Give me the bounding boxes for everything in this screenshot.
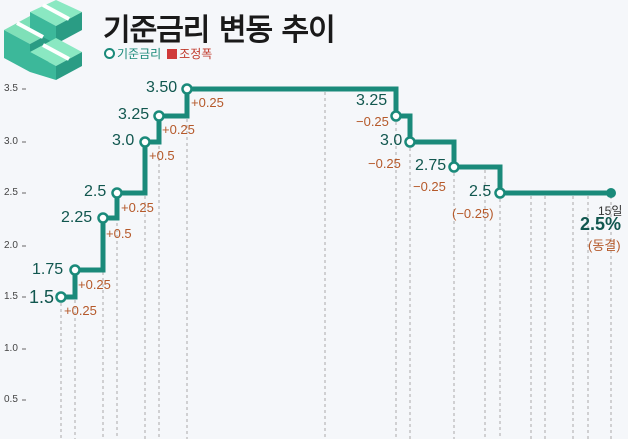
value-label: 2.75 <box>415 157 447 174</box>
value-label: 3.0 <box>112 132 135 149</box>
y-tick: 1.5 <box>4 291 18 302</box>
legend-item-rate: 기준금리 <box>104 45 161 62</box>
money-stack-icon <box>4 0 82 80</box>
circle-marker-icon <box>104 48 115 59</box>
value-label: 1.5 <box>29 287 55 307</box>
data-point-markers <box>55 83 506 303</box>
change-label: +0.25 <box>121 200 154 215</box>
legend-label-change: 조정폭 <box>179 47 213 61</box>
value-label: 3.25 <box>118 106 150 123</box>
rate-step-line <box>61 86 611 300</box>
frozen-status-label: (동결) <box>588 238 621 253</box>
change-label: +0.25 <box>162 122 195 137</box>
y-tick: 2.5 <box>4 187 18 198</box>
value-label: 3.0 <box>380 132 403 149</box>
chart-title: 기준금리 변동 추이 <box>103 13 336 48</box>
y-tick: 1.0 <box>4 343 18 354</box>
final-rate-label: 2.5% <box>580 214 622 234</box>
value-label: 3.25 <box>356 92 388 109</box>
change-label: +0.25 <box>64 303 97 318</box>
value-label: 2.5 <box>469 183 492 200</box>
value-label: 2.5 <box>84 183 107 200</box>
legend-item-change: 조정폭 <box>167 45 212 62</box>
legend-label-rate: 기준금리 <box>117 47 162 61</box>
change-label: −0.25 <box>368 156 401 171</box>
y-tick: 2.0 <box>4 240 18 251</box>
y-tick: 3.0 <box>4 136 18 147</box>
change-label: +0.25 <box>191 95 224 110</box>
change-label: +0.5 <box>149 148 175 163</box>
value-label: 3.50 <box>146 79 178 96</box>
legend: 기준금리 조정폭 <box>104 45 212 62</box>
change-label: −0.25 <box>413 179 446 194</box>
change-label: +0.5 <box>106 226 132 241</box>
change-label: −0.25 <box>356 114 389 129</box>
square-marker-icon <box>167 48 178 59</box>
value-label: 1.75 <box>32 261 64 278</box>
y-tick: 3.5 <box>4 83 18 94</box>
end-point-marker <box>606 188 616 198</box>
change-label: +0.25 <box>78 277 111 292</box>
gridlines <box>60 92 612 439</box>
value-label: 2.25 <box>61 209 93 226</box>
date-label: 15일 <box>598 204 623 218</box>
change-label: (−0.25) <box>452 206 494 221</box>
y-tick: 0.5 <box>4 394 18 405</box>
